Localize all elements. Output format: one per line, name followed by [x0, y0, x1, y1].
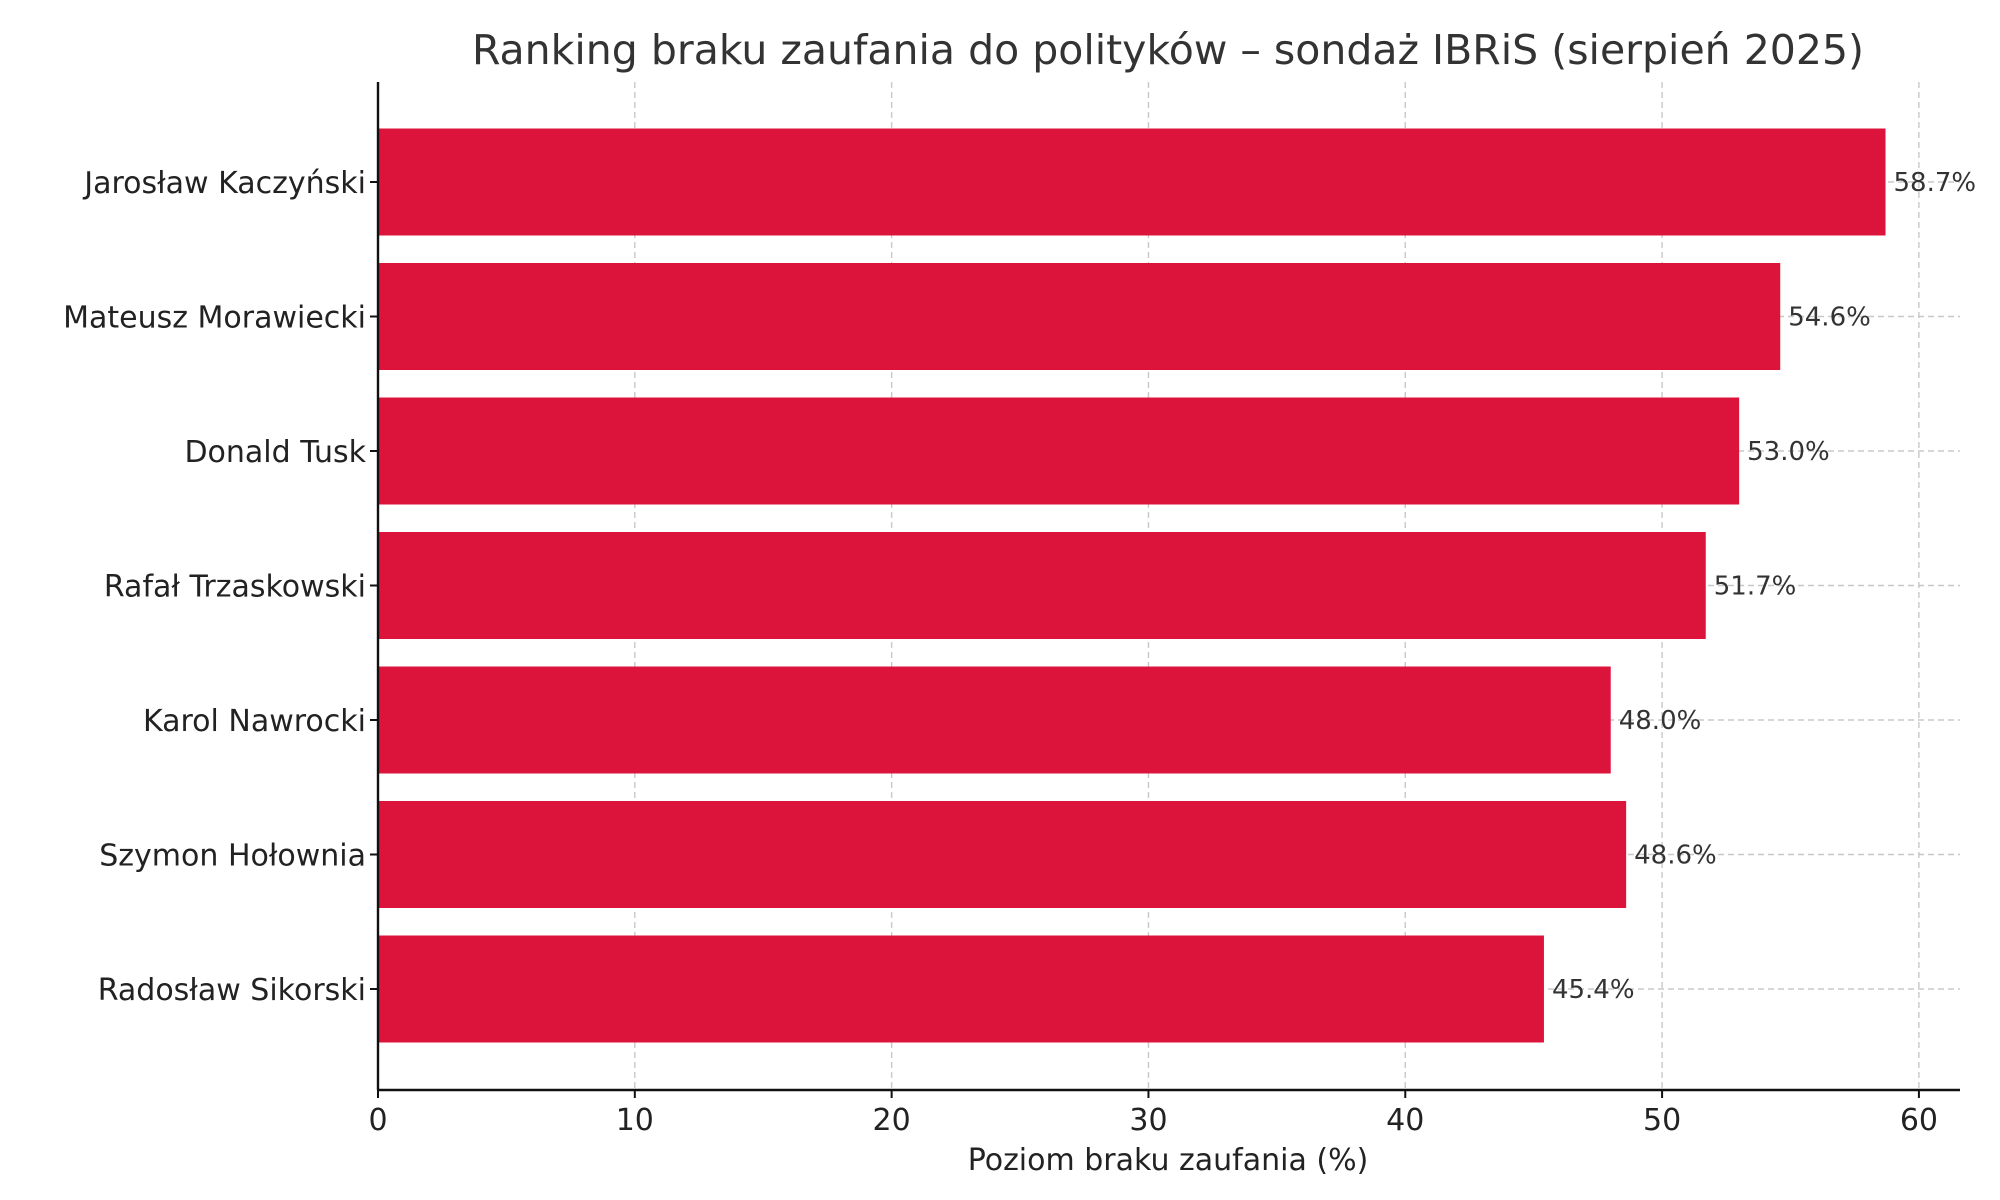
bar	[378, 935, 1544, 1043]
value-label: 48.0%	[1619, 706, 1702, 736]
bar	[378, 397, 1740, 505]
category-label: Karol Nawrocki	[143, 704, 366, 739]
x-axis-ticks: 0 10 20 30 40 50 60	[368, 1090, 1938, 1138]
value-label: 54.6%	[1788, 303, 1871, 333]
value-label: 51.7%	[1714, 572, 1797, 602]
x-axis-label: Poziom braku zaufania (%)	[968, 1143, 1369, 1178]
chart-title: Ranking braku zaufania do polityków – so…	[472, 26, 1864, 74]
x-tick-label: 30	[1129, 1103, 1167, 1138]
bar	[378, 801, 1627, 908]
y-axis-categories: Jarosław Kaczyński Mateusz Morawiecki Dona…	[63, 166, 378, 1008]
value-label: 45.4%	[1552, 975, 1635, 1005]
value-labels: 58.7% 54.6% 53.0% 51.7% 48.0% 48.6% 45.4%	[1552, 168, 1976, 1005]
category-label: Donald Tusk	[184, 435, 366, 470]
x-tick-label: 0	[368, 1103, 387, 1138]
bar	[378, 263, 1781, 370]
x-tick-label: 40	[1386, 1103, 1424, 1138]
x-tick-label: 60	[1900, 1103, 1938, 1138]
bar	[378, 128, 1886, 236]
category-label: Radosław Sikorski	[98, 973, 366, 1008]
bar	[378, 532, 1706, 639]
category-label: Mateusz Morawiecki	[63, 301, 366, 336]
category-label: Jarosław Kaczyński	[82, 166, 366, 201]
value-label: 48.6%	[1634, 841, 1717, 871]
value-label: 58.7%	[1894, 168, 1977, 198]
x-tick-label: 10	[616, 1103, 654, 1138]
x-tick-label: 20	[873, 1103, 911, 1138]
x-tick-label: 50	[1643, 1103, 1681, 1138]
category-label: Rafał Trzaskowski	[104, 570, 366, 605]
value-label: 53.0%	[1747, 437, 1830, 467]
category-label: Szymon Hołownia	[99, 839, 366, 874]
bar	[378, 666, 1611, 774]
bars	[378, 128, 1886, 1043]
